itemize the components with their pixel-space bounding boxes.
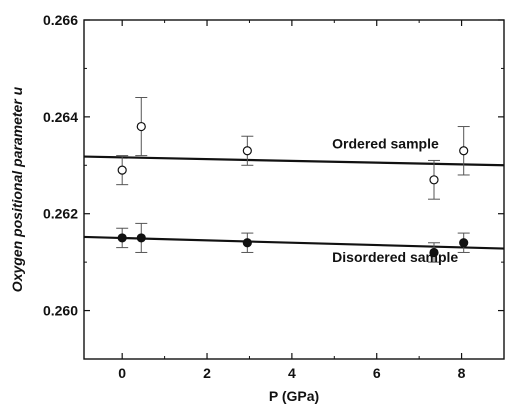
data-point-disordered-sample [459, 238, 469, 248]
plot-frame [83, 19, 505, 360]
y-tick-label: 0.260 [43, 303, 78, 319]
x-tick-label: 8 [458, 365, 466, 381]
x-tick-label: 2 [203, 365, 211, 381]
data-point-disordered-sample [429, 247, 439, 258]
x-axis-title: P (GPa) [269, 388, 319, 404]
fit-lines [83, 155, 505, 250]
data-point-disordered-sample [136, 233, 146, 243]
y-tick-label: 0.262 [43, 206, 78, 222]
data-point-disordered-sample [117, 233, 127, 243]
y-tick-label: 0.266 [43, 12, 78, 28]
x-tick-label: 0 [118, 365, 126, 381]
annotation-disordered-sample: Disordered sample [332, 249, 458, 265]
data-point-ordered-sample [242, 146, 252, 156]
data-point-disordered-sample [242, 238, 252, 248]
x-tick-label: 4 [288, 365, 296, 381]
y-tick-label: 0.264 [43, 109, 78, 125]
data-point-ordered-sample [117, 165, 127, 175]
x-tick-label: 6 [373, 365, 381, 381]
annotation-ordered-sample: Ordered sample [332, 135, 439, 151]
axes: 0 2 4 6 8 0.260 0.262 0.264 0.266 [43, 12, 505, 381]
data-markers [117, 121, 469, 258]
data-point-ordered-sample [429, 175, 439, 185]
y-axis-title: Oxygen positional parameter u [9, 86, 25, 292]
data-point-ordered-sample [136, 121, 146, 132]
data-point-ordered-sample [459, 146, 469, 156]
error-bars [116, 96, 470, 263]
fit-line-ordered-sample [83, 155, 505, 167]
labels: P (GPa) Oxygen positional parameter u Or… [9, 86, 458, 404]
fit-line-disordered-sample [83, 235, 505, 250]
